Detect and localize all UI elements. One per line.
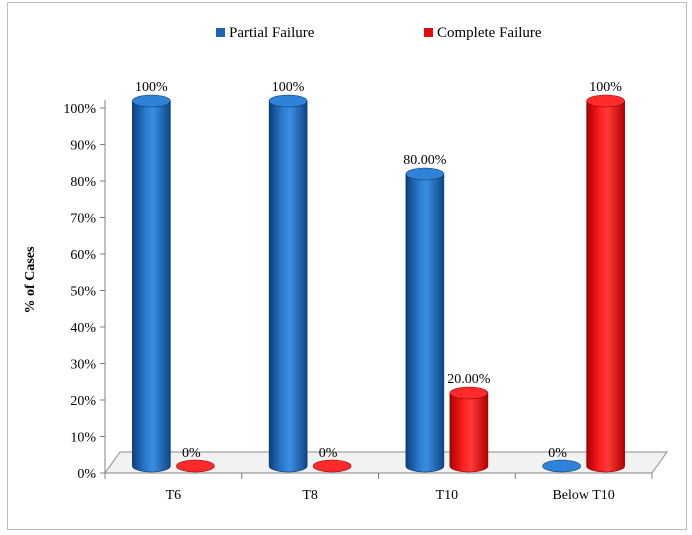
data-label: 80.00% [403, 153, 447, 168]
data-labels: 100% 100% 80.00% 0% 0% 0% 20.00% 100% [135, 80, 622, 461]
bar-partial-t6 [132, 94, 171, 473]
y-tick-label: 90% [70, 139, 96, 154]
legend-swatch [424, 28, 433, 37]
data-label: 100% [135, 80, 168, 95]
y-tick-label: 100% [63, 102, 96, 117]
legend-label: Complete Failure [437, 25, 542, 41]
y-tick-label: 50% [70, 285, 96, 300]
bar-body [449, 392, 489, 473]
data-label: 0% [182, 446, 201, 461]
x-tick-label: T8 [302, 488, 318, 503]
legend-swatch [216, 28, 225, 37]
y-tick-label: 60% [70, 248, 96, 263]
bar-body [405, 173, 445, 473]
bar-cap [268, 94, 308, 108]
bar-partial-t8 [268, 94, 308, 473]
bar-partial-below-t10 [542, 459, 581, 473]
y-tick-label: 80% [70, 175, 96, 190]
data-label: 100% [272, 80, 305, 95]
bar-body [268, 100, 308, 473]
bar-cap [449, 386, 489, 400]
data-label: 100% [589, 80, 622, 95]
bar-body [132, 100, 171, 473]
bar-complete-t6 [176, 459, 215, 473]
bars [132, 94, 625, 473]
bar-cap [405, 167, 445, 181]
y-tick-label: 10% [70, 431, 96, 446]
y-tick-label: 40% [70, 321, 96, 336]
chart-border [7, 2, 687, 530]
y-tick-label: 0% [77, 467, 96, 482]
bar-cap [176, 459, 215, 473]
data-label: 20.00% [447, 372, 491, 387]
y-axis-title: % of Cases [23, 246, 38, 313]
y-tick-label: 70% [70, 212, 96, 227]
bar-complete-t8 [312, 459, 352, 473]
x-tick-label: T6 [166, 488, 182, 503]
y-axis: 0% 10% 20% 30% 40% 50% 60% 70% 80% 90% 100% [63, 100, 106, 482]
y-tick-label: 30% [70, 358, 96, 373]
x-tick-label: T10 [436, 488, 459, 503]
bar-cap [132, 94, 171, 108]
bar-partial-t10 [405, 167, 445, 473]
bar-body [586, 100, 625, 473]
x-axis: T6 T8 T10 Below T10 [104, 472, 653, 503]
y-tick-label: 20% [70, 394, 96, 409]
bar-cap [312, 459, 352, 473]
bar-cap [586, 94, 625, 108]
bar-cap [542, 459, 581, 473]
bar-complete-t10 [449, 386, 489, 473]
data-label: 0% [548, 446, 567, 461]
x-tick-label: Below T10 [552, 488, 614, 503]
bar-complete-below-t10 [586, 94, 625, 473]
legend-label: Partial Failure [229, 25, 315, 41]
data-label: 0% [319, 446, 338, 461]
legend: Partial Failure Complete Failure [216, 25, 542, 41]
